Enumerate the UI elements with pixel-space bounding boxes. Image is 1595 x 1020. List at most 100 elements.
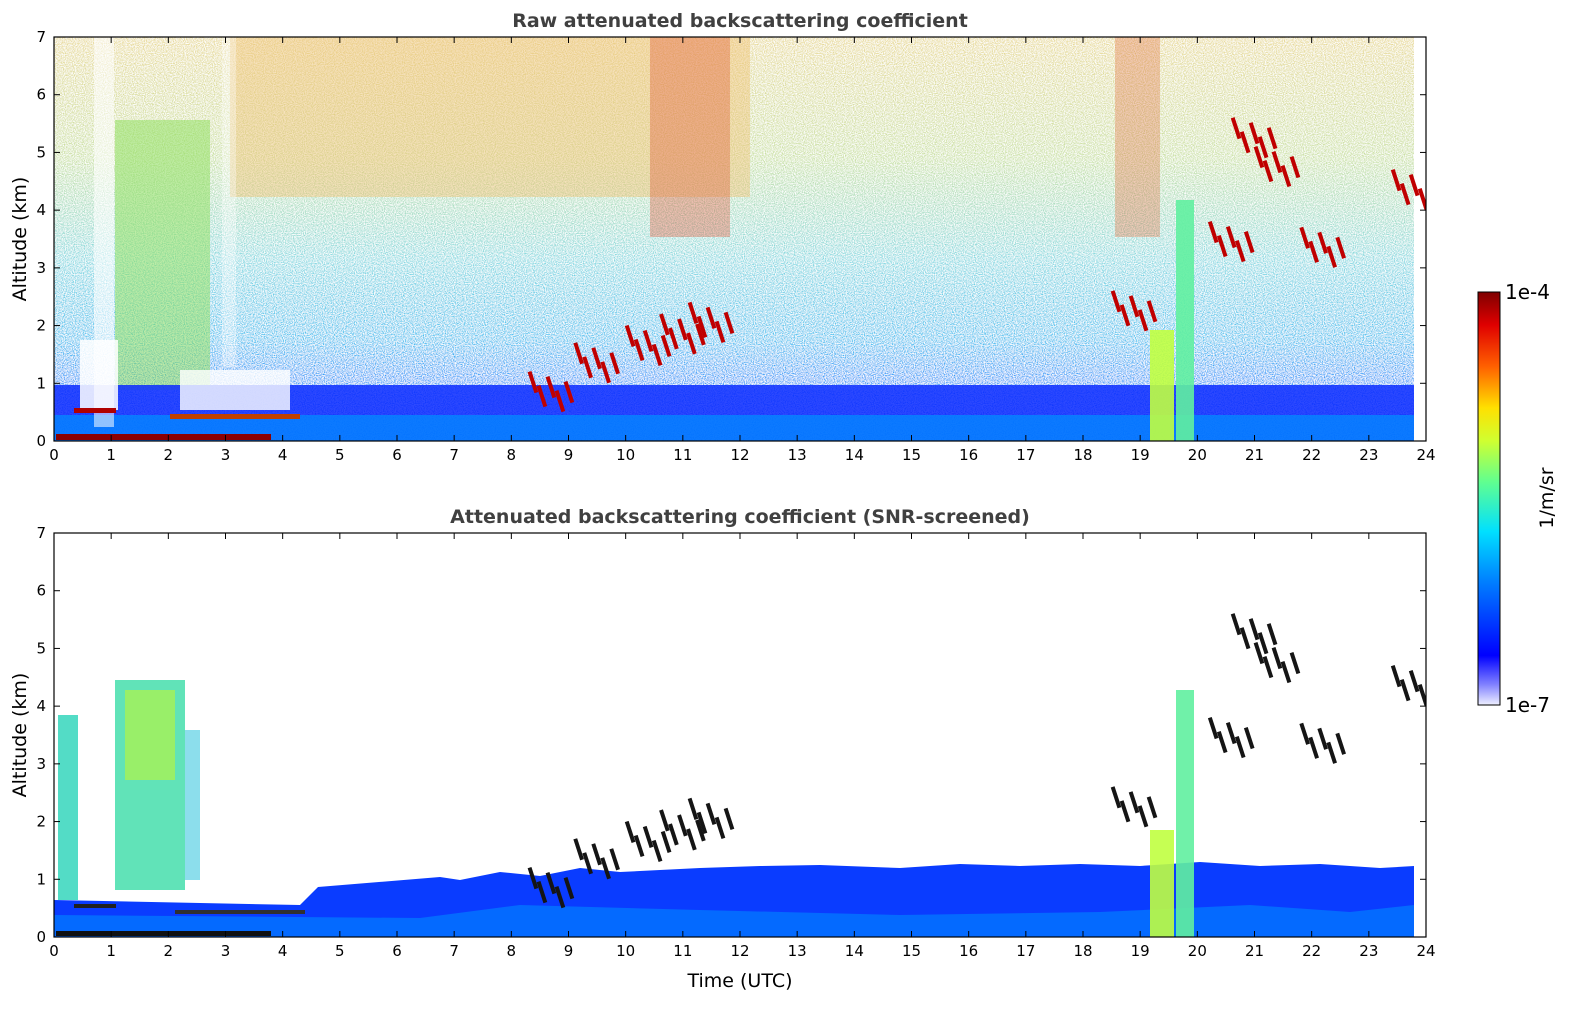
cloud-patch-mark — [677, 318, 688, 341]
cloud-patch-mark — [1308, 240, 1319, 263]
x-tick-label: 22 — [1302, 446, 1321, 464]
heatmap-screened-surface-black — [56, 931, 271, 936]
y-tick-label: 6 — [36, 86, 46, 104]
cloud-patch-mark — [536, 881, 548, 904]
x-tick-label: 24 — [1416, 446, 1435, 464]
cloud-patch-mark — [651, 343, 663, 367]
cloud-patch-mark — [714, 816, 726, 839]
x-tick-label: 22 — [1302, 942, 1321, 960]
x-tick-label: 8 — [507, 942, 517, 960]
x-tick-label: 2 — [164, 446, 174, 464]
cloud-patch-mark — [1280, 164, 1292, 188]
x-tick-label: 5 — [335, 942, 345, 960]
heatmap-raw-clear-column-3 — [180, 370, 290, 410]
heatmap-raw — [54, 37, 1414, 441]
y-ticks-raw: 0 1 2 3 4 5 6 7 — [36, 28, 1426, 450]
cloud-patch-mark — [563, 381, 575, 404]
cloud-patch-mark — [696, 315, 708, 338]
cloud-patch-mark — [1225, 721, 1237, 745]
cloud-patch-mark — [1234, 239, 1246, 263]
cloud-patch-mark — [591, 347, 602, 370]
panel-raw: Raw attenuated backscattering coefficien… — [9, 10, 1438, 464]
cloud-patch-mark — [545, 872, 557, 895]
cloud-patch-mark — [1266, 127, 1278, 150]
cloud-patch-mark — [1119, 304, 1131, 327]
x-tick-label: 7 — [449, 446, 459, 464]
heatmap-screened-fallstreak-1 — [1150, 830, 1174, 937]
cloud-patch-mark — [554, 886, 566, 909]
cloud-patch-mark — [1335, 236, 1346, 259]
heatmap-raw-low-red-2 — [170, 414, 300, 419]
cloud-patch-mark — [668, 823, 679, 846]
x-tick-label: 18 — [1073, 942, 1092, 960]
cloud-patch-mark — [687, 797, 699, 820]
cloud-patch-mark — [714, 320, 726, 343]
x-tick-label: 16 — [959, 942, 978, 960]
cloud-patch-mark — [624, 820, 636, 844]
cloud-patch-mark — [1427, 179, 1438, 201]
colorbar-gradient — [1477, 291, 1501, 706]
cloud-patch-mark — [624, 324, 636, 348]
cloud-patch-mark — [1137, 309, 1149, 332]
x-tick-label: 1 — [106, 942, 116, 960]
y-ticks-screened: 0 1 2 3 4 5 6 7 — [36, 524, 1426, 946]
cloud-patch-mark — [687, 301, 699, 324]
cloud-patch-mark — [1257, 632, 1269, 655]
heatmap-screened-plume-2-top — [125, 690, 175, 780]
heatmap-screened-low-black-1 — [74, 904, 116, 908]
x-tick-label: 13 — [788, 446, 807, 464]
cloud-patch-mark — [1271, 150, 1283, 174]
y-tick-label: 3 — [36, 755, 46, 773]
cloud-patch-mark — [1253, 145, 1265, 169]
cloud-patch-mark — [705, 802, 717, 825]
cloud-patch-mark — [1243, 726, 1255, 750]
x-tick-label: 24 — [1416, 942, 1435, 960]
x-tick-label: 8 — [507, 446, 517, 464]
cloud-patch-mark — [1308, 736, 1319, 759]
cloud-patch-mark — [1230, 117, 1242, 140]
cloud-patch-mark — [1271, 646, 1283, 670]
x-tick-label: 9 — [564, 942, 574, 960]
cloud-patch-mark — [1427, 675, 1438, 697]
heatmap-raw-low-red-1 — [74, 408, 116, 413]
cloud-patch-mark — [705, 306, 717, 329]
heatmap-raw-upper-noise-3 — [1115, 37, 1160, 237]
cloud-patch-mark — [1230, 613, 1242, 636]
colorbar: 1e-4 1e-7 1/m/sr — [1477, 280, 1558, 717]
cloud-patch-mark — [1262, 655, 1274, 679]
heatmap-screened-fallstreak-2 — [1176, 690, 1194, 937]
heatmap-raw-upper-noise-2 — [650, 37, 730, 237]
colorbar-min-label: 1e-7 — [1505, 693, 1550, 717]
heatmap-screened-low-black-2 — [175, 910, 305, 914]
cloud-patch-mark — [660, 334, 672, 358]
heatmap-screened-plume-1 — [58, 715, 78, 900]
cloud-patch-mark — [582, 356, 593, 379]
x-tick-label: 17 — [1016, 446, 1035, 464]
cloud-patch-mark — [633, 834, 645, 858]
heatmap-raw-surface-red — [56, 434, 271, 440]
y-tick-label: 6 — [36, 582, 46, 600]
cloud-patch-mark — [563, 877, 575, 900]
x-tick-label: 2 — [164, 942, 174, 960]
cloud-patch-mark — [536, 385, 548, 408]
panel-screened: Attenuated backscattering coefficient (S… — [9, 506, 1438, 992]
cloud-patch-mark — [1225, 225, 1237, 249]
cloud-patch-mark — [668, 327, 679, 350]
cloud-patch-mark — [651, 839, 663, 863]
x-tick-label: 23 — [1359, 942, 1378, 960]
cloud-patch-mark — [696, 811, 708, 834]
cloud-patch-mark — [686, 332, 697, 355]
cloud-patch-mark — [1234, 735, 1246, 759]
x-tick-label: 23 — [1359, 446, 1378, 464]
x-tick-label: 3 — [221, 942, 231, 960]
x-tick-label: 9 — [564, 446, 574, 464]
heatmap-raw-clear-column-1 — [94, 37, 114, 427]
cloud-patch-mark — [1417, 684, 1426, 707]
heatmap-screened-cloud-patches — [527, 613, 1438, 909]
cloud-patch-mark — [1146, 300, 1158, 323]
cloud-patch-mark — [1248, 618, 1260, 641]
heatmap-screened-plume-3 — [185, 730, 200, 880]
x-tick-label: 17 — [1016, 942, 1035, 960]
x-tick-label: 20 — [1188, 446, 1207, 464]
